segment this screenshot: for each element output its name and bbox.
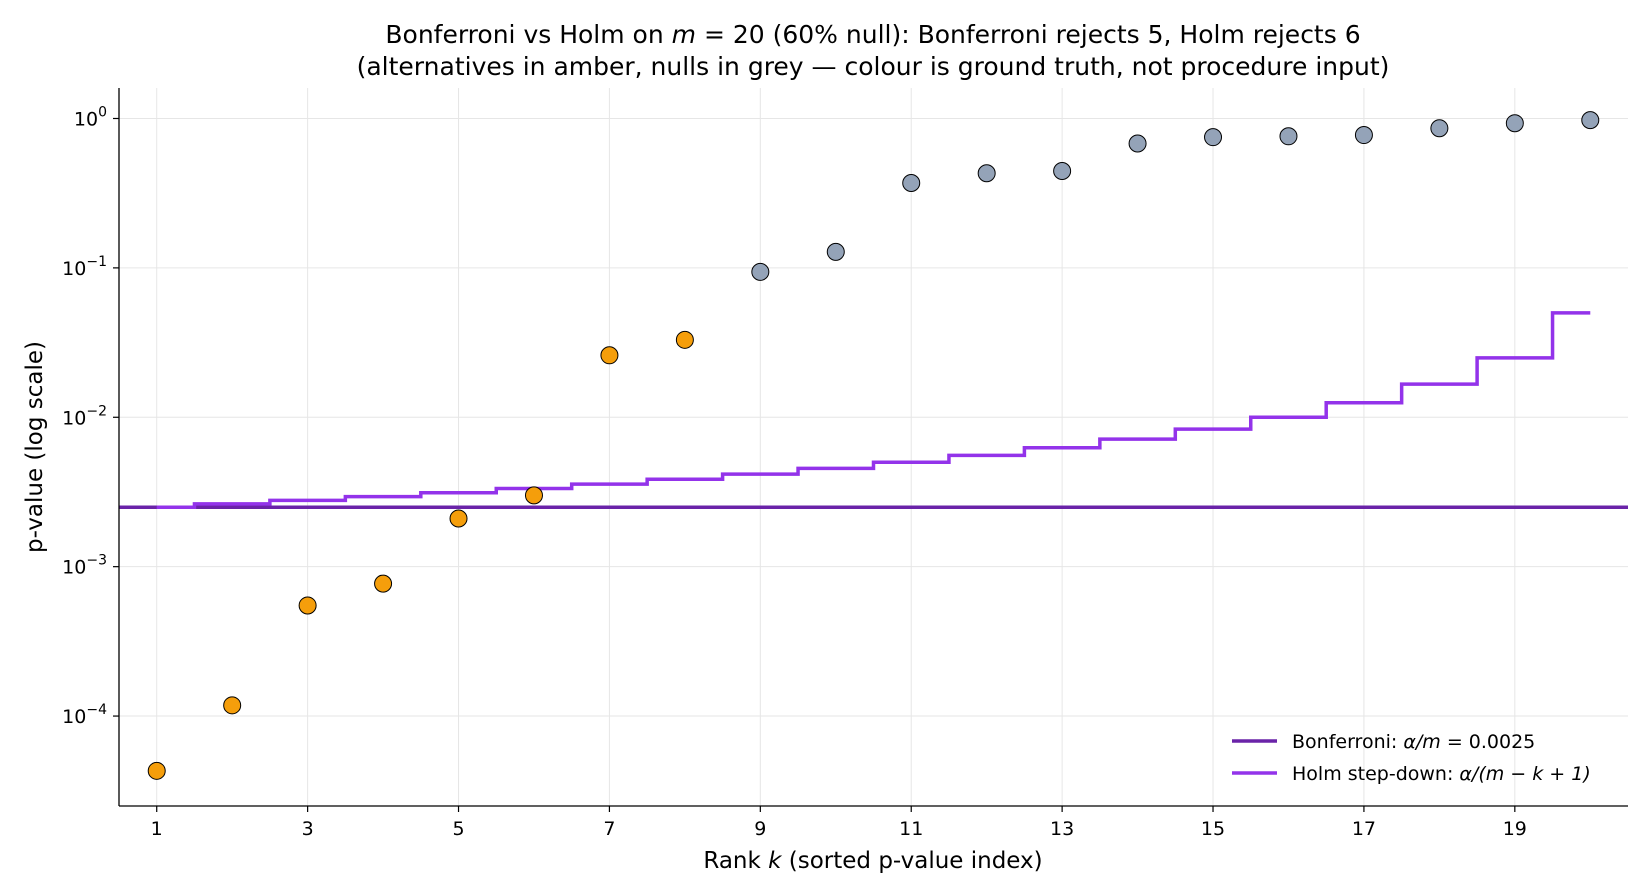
x-axis-label: Rank k (sorted p-value index) [703,848,1042,874]
y-ticks: 100 10−1 10−2 10−3 10−4 [62,104,119,728]
null-point [1053,162,1072,181]
x-tick-label: 19 [1503,818,1527,840]
x-tick-label: 13 [1050,818,1074,840]
null-point [1204,128,1223,147]
y-axis-label: p-value (log scale) [22,341,48,553]
x-tick-label: 5 [452,818,464,840]
alternative-point [449,509,468,528]
null-point [1505,114,1524,133]
null-point [751,262,770,281]
axes [118,88,1628,807]
holm-step-line [156,311,1591,509]
chart-title-line-2: (alternatives in amber, nulls in grey — … [357,52,1390,81]
alternative-point [374,574,393,593]
alternative-point [223,696,242,715]
x-tick-label: 9 [754,818,766,840]
null-point [1279,127,1298,146]
chart-title-line-1: Bonferroni vs Holm on m = 20 (60% null):… [385,20,1360,49]
null-point [1581,111,1600,130]
null-point [1354,126,1373,145]
legend-bonferroni-label: Bonferroni: α/m = 0.0025 [1292,731,1535,753]
null-point [902,174,921,193]
legend: Bonferroni: α/m = 0.0025 Holm step-down:… [1232,731,1591,785]
legend-holm-label: Holm step-down: α/(m − k + 1) [1292,763,1591,785]
x-tick-label: 1 [151,818,163,840]
alternative-point [298,596,317,615]
y-tick-label: 10−3 [62,553,107,579]
null-point [1430,119,1449,138]
y-tick-label: 10−4 [62,702,107,728]
alternative-point [675,330,694,349]
x-tick-label: 3 [302,818,314,840]
null-point [977,164,996,183]
alternative-point [147,761,166,780]
y-tick-label: 10−1 [62,254,107,280]
x-tick-label: 15 [1201,818,1225,840]
alternative-point [600,346,619,365]
y-tick-label: 100 [74,104,107,130]
x-tick-label: 17 [1352,818,1376,840]
data-points [147,111,1600,780]
x-tick-label: 11 [899,818,923,840]
x-ticks: 1 3 5 7 9 11 13 15 17 19 [151,806,1527,840]
threshold-lines [119,311,1628,509]
null-point [826,242,845,261]
y-tick-label: 10−2 [62,403,107,429]
grid [119,88,1628,806]
alternative-point [524,486,543,505]
null-point [1128,134,1147,153]
x-tick-label: 7 [603,818,615,840]
